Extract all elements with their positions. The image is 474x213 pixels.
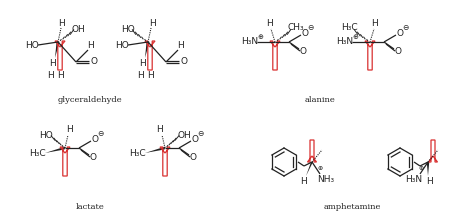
Text: HO: HO [115,40,129,49]
Text: HO: HO [39,131,53,140]
Text: glyceraldehyde: glyceraldehyde [58,96,122,104]
Text: H: H [178,42,184,50]
Text: H: H [67,125,73,134]
Text: OH: OH [71,24,85,33]
Text: O: O [91,134,99,144]
Text: O: O [396,29,403,37]
Text: O: O [300,47,307,56]
Text: alanine: alanine [305,96,336,104]
Polygon shape [55,42,59,58]
Text: O: O [301,29,309,37]
Text: H: H [427,177,433,187]
Text: ⊖: ⊖ [97,130,103,138]
Text: H: H [59,19,65,27]
Text: H₃C: H₃C [128,148,146,157]
Text: H: H [58,71,64,79]
Text: O: O [91,58,98,66]
Text: ⊕: ⊕ [257,34,263,40]
Text: H: H [301,177,307,187]
Text: CH₃: CH₃ [288,23,304,33]
Text: O: O [90,154,97,163]
Text: H: H [137,71,145,79]
Text: ⊖: ⊖ [402,23,408,33]
Text: O: O [191,134,199,144]
Text: H: H [266,20,273,29]
Text: ⊕: ⊕ [419,167,424,171]
Text: HO: HO [25,40,39,49]
Text: H: H [50,59,56,69]
Text: H: H [47,71,55,79]
Text: ⊖: ⊖ [307,23,313,33]
Text: O: O [394,47,401,56]
Text: NH₃: NH₃ [318,176,335,184]
Text: OH: OH [177,131,191,140]
Text: lactate: lactate [76,203,104,211]
Text: H₃N: H₃N [405,176,422,184]
Text: H: H [150,19,156,27]
Polygon shape [45,147,65,153]
Text: HO: HO [121,24,135,33]
Text: H₃N: H₃N [337,37,354,46]
Text: ⊖: ⊖ [197,130,203,138]
Text: O: O [190,154,197,163]
Text: H₃N: H₃N [241,37,258,46]
Text: H₃C: H₃C [341,23,357,33]
Polygon shape [145,42,149,58]
Polygon shape [145,147,165,153]
Polygon shape [427,162,429,176]
Text: amphetamine: amphetamine [323,203,381,211]
Text: O: O [181,58,188,66]
Text: H: H [147,71,155,79]
Polygon shape [306,161,313,176]
Text: H: H [156,125,164,134]
Text: H: H [140,59,146,69]
Text: H: H [88,42,94,50]
Text: ⊕: ⊕ [352,34,358,40]
Text: ⊕: ⊕ [318,167,323,171]
Text: H: H [372,20,378,29]
Text: H₃C: H₃C [29,148,46,157]
